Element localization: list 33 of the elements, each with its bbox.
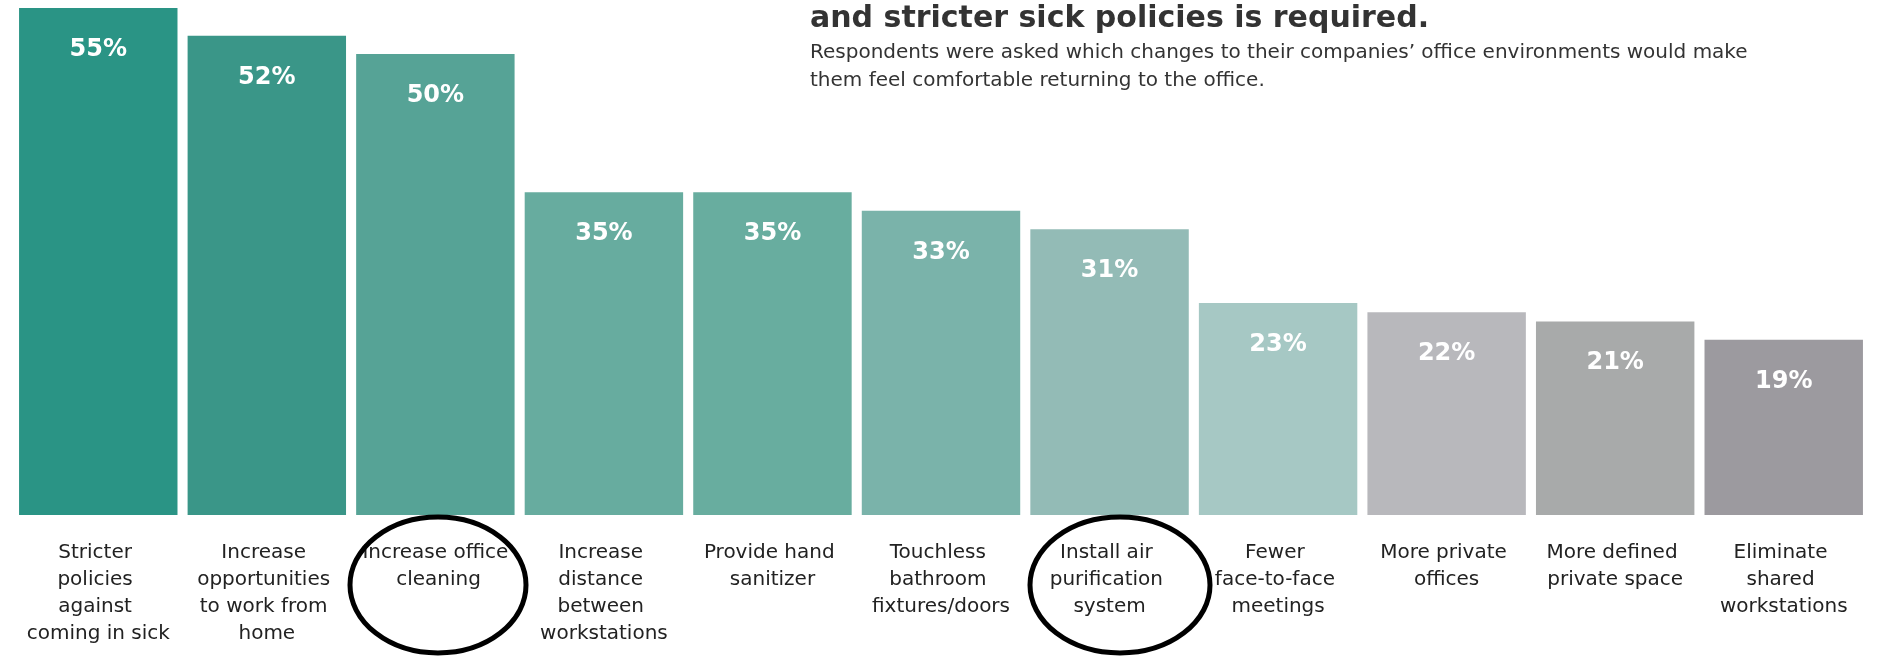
bar [861,210,1021,515]
x-tick-label: Increase distance between workstations [540,538,668,644]
x-tick-label: Stricter policies against coming in sick [26,538,171,644]
x-tick-label: Fewer face-to-face meetings [1214,538,1342,617]
bar [1198,302,1358,515]
data-label: 52% [238,61,296,90]
data-label: 19% [1755,365,1813,394]
data-label: 35% [575,218,633,247]
bar [1704,339,1863,515]
data-label: 31% [1080,255,1139,284]
data-label: 23% [1249,328,1307,357]
x-tick-label: Increase opportunities to work from home [197,538,337,644]
data-label: 55% [69,34,127,62]
x-tick-label: More defined private space [1546,538,1684,590]
text: Respondents were asked which changes to their companies’ office environments would make them feel comfortable returning to the office. [810,39,1754,91]
data-label: 35% [743,218,802,247]
x-tick-label: Provide hand sanitizer [703,538,842,590]
bar [187,35,347,515]
data-label: 50% [406,80,465,109]
bar [524,192,684,515]
x-tick-label: Touchless bathroom fixtures/doors [871,538,1011,617]
bar [19,8,178,515]
data-label: 21% [1586,347,1644,376]
x-tick-label: Increase office cleaning [362,538,509,590]
x-tick-label: Eliminate shared workstations [1719,538,1848,617]
bar [1535,321,1695,515]
x-tick-label: Install air purification system [1049,538,1170,617]
data-label: 33% [912,236,970,265]
chart-title: and stricter sick policies is required. [810,0,1430,34]
bar [1367,312,1526,515]
bar [693,192,852,515]
x-tick-label: More private offices [1380,538,1514,590]
data-label: 22% [1417,338,1476,367]
